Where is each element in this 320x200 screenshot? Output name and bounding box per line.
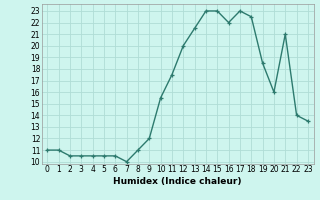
X-axis label: Humidex (Indice chaleur): Humidex (Indice chaleur) xyxy=(113,177,242,186)
